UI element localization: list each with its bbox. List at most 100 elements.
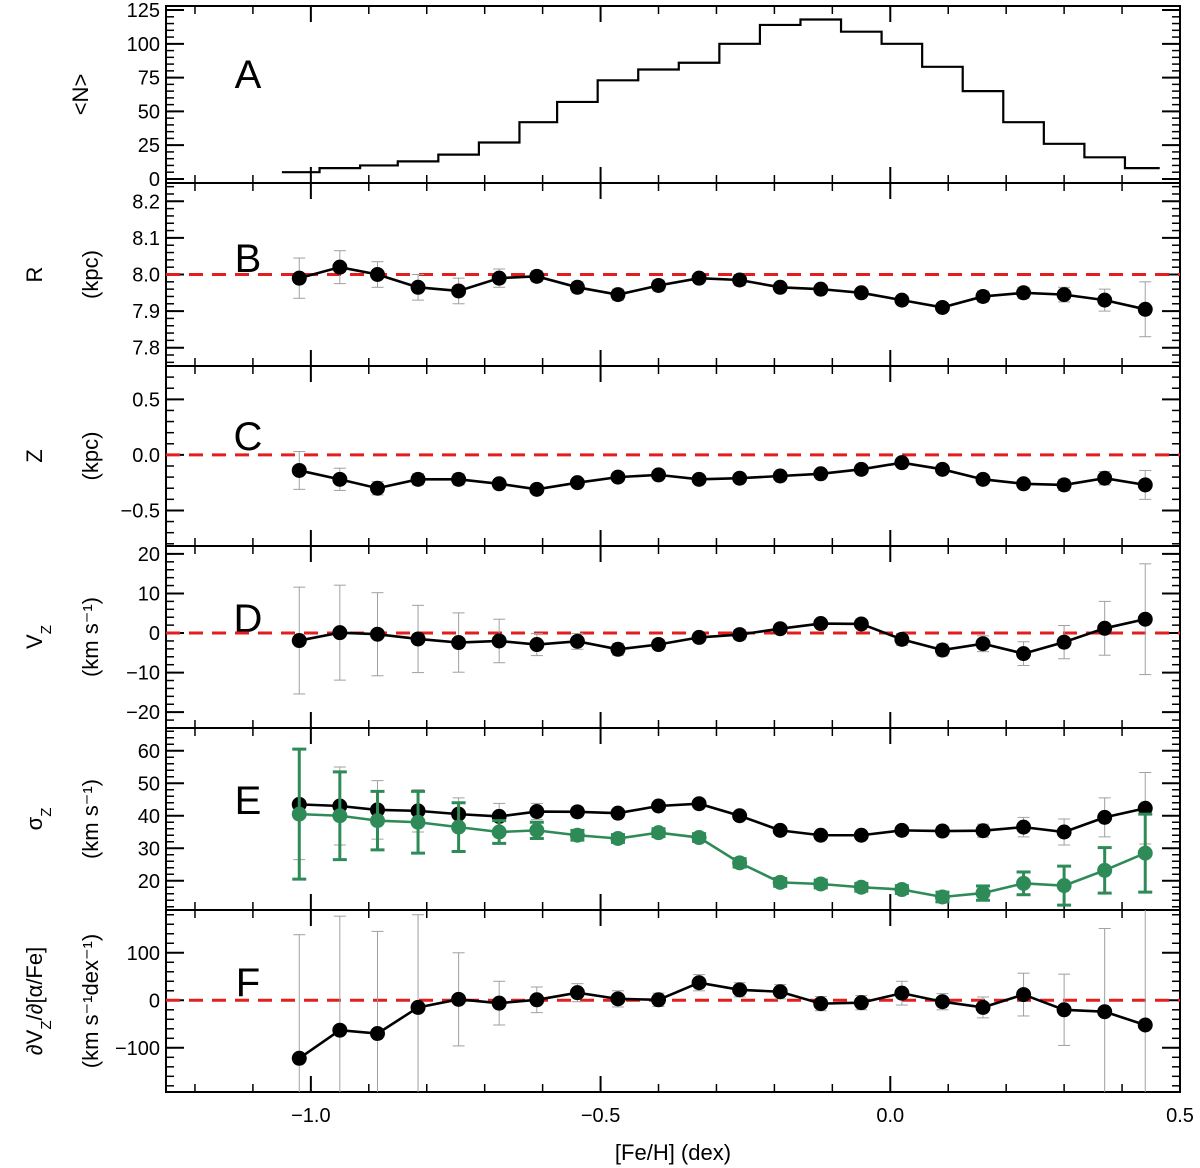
x-tick-label: 0.5 xyxy=(1166,1105,1194,1127)
y-tick-label: 10 xyxy=(138,583,160,605)
data-point xyxy=(651,992,667,1008)
data-point xyxy=(1016,987,1032,1003)
data-point xyxy=(1056,878,1072,894)
data-point xyxy=(691,629,707,645)
data-point xyxy=(894,631,910,647)
data-point xyxy=(369,1026,385,1042)
data-point xyxy=(451,283,467,299)
y-tick-label: 40 xyxy=(138,806,160,828)
data-point xyxy=(813,876,829,892)
y-tick-label: 25 xyxy=(138,135,160,157)
series-black xyxy=(291,451,1153,500)
data-point xyxy=(651,825,667,841)
y-tick-label: 20 xyxy=(138,544,160,566)
data-point xyxy=(491,995,507,1011)
data-point xyxy=(410,999,426,1015)
data-point xyxy=(1056,824,1072,840)
y-axis-title: <N> xyxy=(68,74,93,116)
data-point xyxy=(491,270,507,286)
y-tick-label: −100 xyxy=(115,1038,160,1060)
y-tick-label: 8.0 xyxy=(132,265,160,287)
data-point xyxy=(291,462,307,478)
data-point xyxy=(732,982,748,998)
y-axis-units: (km s⁻¹) xyxy=(78,597,103,677)
y-tick-label: 8.2 xyxy=(132,191,160,213)
data-point xyxy=(975,471,991,487)
plot-area xyxy=(281,18,1160,174)
plot-area xyxy=(166,451,1180,500)
data-point xyxy=(1056,1002,1072,1018)
data-point xyxy=(610,991,626,1007)
y-tick-label: 0.0 xyxy=(132,445,160,467)
data-point xyxy=(691,471,707,487)
y-tick-label: 125 xyxy=(127,0,160,22)
y-axis-title: σZ xyxy=(22,808,55,831)
y-tick-label: −10 xyxy=(126,663,160,685)
data-point xyxy=(1137,611,1153,627)
data-point xyxy=(369,813,385,829)
y-axis-title: R xyxy=(22,267,47,283)
plot-area xyxy=(166,563,1180,695)
panel-b: 7.87.98.08.18.2R (kpc) B xyxy=(22,182,1181,367)
data-point xyxy=(691,975,707,991)
data-point xyxy=(1097,809,1113,825)
data-point xyxy=(813,281,829,297)
data-point xyxy=(332,625,348,641)
data-point xyxy=(651,467,667,483)
y-tick-label: 8.1 xyxy=(132,228,160,250)
data-point xyxy=(332,808,348,824)
data-point xyxy=(975,885,991,901)
x-axis-title: [Fe/H] (dex) xyxy=(615,1140,731,1165)
data-point xyxy=(732,808,748,824)
y-tick-label: 20 xyxy=(138,871,160,893)
panel-letter: A xyxy=(235,53,262,97)
y-tick-label: 100 xyxy=(127,34,160,56)
data-point xyxy=(691,796,707,812)
data-point xyxy=(451,635,467,651)
data-point xyxy=(332,1022,348,1038)
data-point xyxy=(1016,819,1032,835)
data-point xyxy=(772,874,788,890)
series-black xyxy=(291,748,1153,861)
data-point xyxy=(369,267,385,282)
data-point xyxy=(894,985,910,1001)
data-point xyxy=(410,471,426,487)
series-line xyxy=(298,265,1146,311)
data-point xyxy=(529,637,545,653)
series-black xyxy=(291,563,1153,695)
y-axis-units: (kpc) xyxy=(78,432,103,481)
data-point xyxy=(1137,845,1153,861)
y-tick-label: 0 xyxy=(149,623,160,645)
data-point xyxy=(569,827,585,843)
data-point xyxy=(569,279,585,295)
data-point xyxy=(569,475,585,491)
data-point xyxy=(369,480,385,496)
x-tick-label: −0.5 xyxy=(581,1105,620,1127)
series-line xyxy=(299,812,1146,899)
data-point xyxy=(291,633,307,649)
y-axis-units: (km s⁻¹) xyxy=(78,779,103,859)
data-point xyxy=(410,814,426,830)
y-tick-label: −0.5 xyxy=(121,500,160,522)
data-point xyxy=(291,1050,307,1066)
data-point xyxy=(1097,862,1113,878)
data-point xyxy=(732,470,748,486)
data-point xyxy=(529,822,545,838)
plot-area xyxy=(166,250,1180,338)
series-black xyxy=(291,250,1153,338)
data-point xyxy=(975,288,991,304)
data-point xyxy=(529,804,545,820)
y-tick-label: 100 xyxy=(127,943,160,965)
panel-letter: F xyxy=(236,961,260,1005)
data-point xyxy=(291,806,307,822)
data-point xyxy=(894,822,910,838)
data-point xyxy=(651,637,667,653)
data-point xyxy=(772,822,788,838)
data-point xyxy=(529,992,545,1008)
data-point xyxy=(610,287,626,303)
data-point xyxy=(610,805,626,821)
data-point xyxy=(853,827,869,843)
y-axis-title: ∂VZ/∂[α/Fe] xyxy=(22,947,55,1055)
data-point xyxy=(491,476,507,492)
y-axis-units: (kpc) xyxy=(78,250,103,299)
